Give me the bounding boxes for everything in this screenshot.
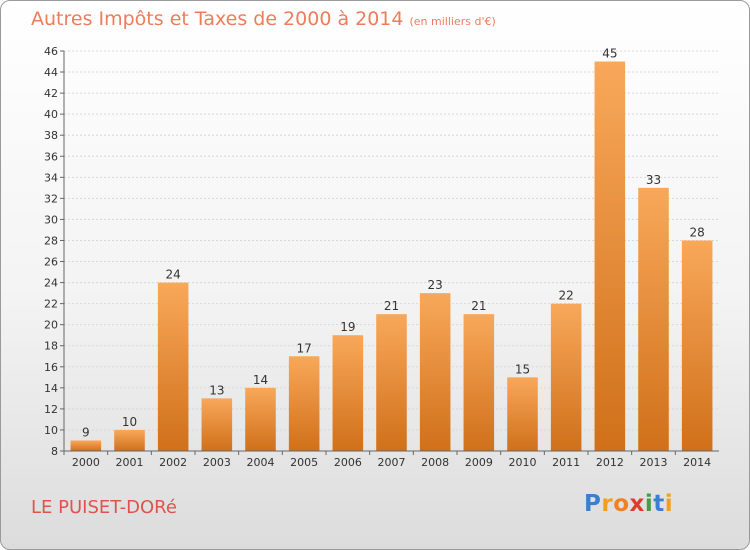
logo-letter: i — [644, 491, 654, 517]
bar — [114, 429, 145, 451]
y-tick-label: 34 — [44, 171, 58, 184]
x-tick-label: 2000 — [72, 456, 100, 469]
y-tick-label: 18 — [44, 340, 58, 353]
y-tick-label: 12 — [44, 403, 58, 416]
data-label: 13 — [209, 383, 224, 397]
bar — [245, 387, 276, 451]
x-tick-label: 2003 — [203, 456, 231, 469]
bar — [157, 282, 189, 451]
y-tick-label: 36 — [44, 150, 58, 163]
x-tick-label: 2009 — [465, 456, 493, 469]
x-tick-label: 2014 — [683, 456, 711, 469]
data-label: 23 — [428, 278, 443, 292]
bar — [201, 398, 233, 451]
data-labels: 9 10 24 13 14 17 19 21 23 21 15 22 45 33 28 — [82, 47, 705, 440]
bar — [332, 335, 364, 451]
bar — [376, 314, 407, 451]
x-tick-label: 2004 — [247, 456, 275, 469]
y-tick-label: 32 — [44, 192, 58, 205]
x-tick-label: 2013 — [640, 456, 668, 469]
logo-letter: r — [601, 491, 614, 517]
y-tick-label: 38 — [44, 129, 58, 142]
y-tick-label: 20 — [44, 319, 58, 332]
y-tick-label: 8 — [51, 445, 58, 458]
x-tick-labels: 2000 2001 2002 2003 2004 2005 2006 2007 2008 2009… — [72, 456, 711, 469]
chart-unit: (en milliers d'€) — [409, 15, 496, 28]
data-label: 21 — [471, 299, 486, 313]
y-tick-label: 10 — [44, 424, 58, 437]
x-tick-label: 2012 — [596, 456, 624, 469]
data-label: 22 — [559, 289, 574, 303]
y-tick-label: 40 — [44, 108, 58, 121]
y-tick-label: 14 — [44, 382, 58, 395]
logo-letter: o — [613, 491, 630, 517]
x-tick-label: 2001 — [116, 456, 144, 469]
bar — [550, 303, 582, 451]
x-tick-label: 2010 — [509, 456, 537, 469]
logo-letter: i — [664, 491, 674, 517]
y-tick-label: 42 — [44, 87, 58, 100]
x-tick-label: 2007 — [378, 456, 406, 469]
logo-letter: t — [653, 491, 665, 517]
y-tick-label: 28 — [44, 234, 58, 247]
bar — [681, 240, 713, 451]
data-label: 9 — [82, 425, 90, 439]
chart-title: Autres Impôts et Taxes de 2000 à 2014 (en… — [31, 8, 496, 30]
axes — [60, 50, 719, 455]
bar — [507, 377, 538, 451]
bar — [419, 293, 451, 451]
bar — [288, 356, 320, 451]
y-tick-label: 24 — [44, 277, 58, 290]
data-label: 33 — [646, 173, 661, 187]
proxiti-logo: Proxiti — [584, 491, 673, 517]
y-tick-label: 30 — [44, 213, 58, 226]
y-tick-labels: 8 10 12 14 16 18 20 22 24 26 28 30 32 34 36 38 40 42 44 46 — [44, 45, 58, 458]
data-label: 19 — [340, 320, 355, 334]
y-tick-label: 22 — [44, 298, 58, 311]
bar — [594, 61, 626, 452]
y-tick-label: 44 — [44, 66, 58, 79]
logo-letter: x — [629, 491, 645, 517]
x-tick-label: 2006 — [334, 456, 362, 469]
y-tick-label: 16 — [44, 361, 58, 374]
data-label: 28 — [690, 225, 705, 239]
data-label: 15 — [515, 362, 530, 376]
commune-name: LE PUISET-DORé — [31, 497, 177, 518]
data-label: 45 — [602, 47, 617, 61]
chart-title-text: Autres Impôts et Taxes de 2000 à 2014 — [31, 8, 404, 30]
bar — [70, 440, 102, 451]
data-label: 21 — [384, 299, 399, 313]
x-tick-label: 2005 — [290, 456, 318, 469]
bars — [70, 61, 713, 452]
y-tick-label: 46 — [44, 45, 58, 58]
y-tick-label: 26 — [44, 256, 58, 269]
x-tick-label: 2011 — [552, 456, 580, 469]
x-tick-label: 2008 — [421, 456, 449, 469]
x-tick-label: 2002 — [159, 456, 187, 469]
data-label: 10 — [122, 415, 137, 429]
bar — [463, 314, 495, 451]
bar — [638, 187, 669, 451]
data-label: 24 — [166, 268, 181, 282]
data-label: 14 — [253, 373, 268, 387]
data-label: 17 — [297, 341, 312, 355]
logo-letter: P — [584, 491, 602, 517]
